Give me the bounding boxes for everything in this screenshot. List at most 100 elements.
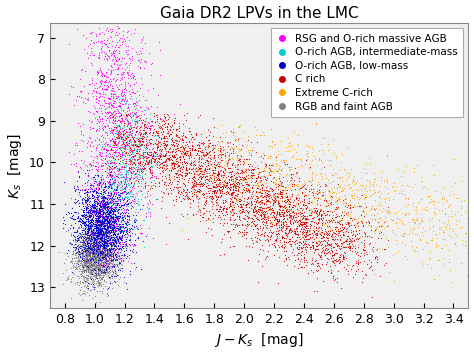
Point [123,152,130,158]
Point [301,238,309,244]
Point [208,206,216,212]
Point [77,224,85,230]
Point [107,92,115,97]
Point [86,274,93,279]
Point [96,202,103,208]
Point [81,237,89,243]
Point [245,204,253,210]
Point [358,269,366,274]
Point [78,251,86,257]
Point [186,153,193,159]
Point [108,245,115,251]
Point [109,180,117,186]
Point [154,118,161,124]
Point [210,184,218,190]
Point [83,246,91,252]
Point [338,217,346,223]
Point [191,182,199,188]
Point [246,190,253,195]
Point [180,151,188,157]
Point [86,206,93,211]
Point [318,193,325,199]
Point [100,240,108,245]
Point [133,148,141,154]
Point [100,239,108,245]
Point [156,116,164,121]
Point [228,162,236,168]
Point [302,206,310,211]
Point [220,182,228,188]
Point [99,245,106,251]
Point [92,260,100,265]
Point [272,193,279,198]
Point [81,190,89,196]
Point [349,193,356,199]
Point [264,153,272,158]
Point [108,248,116,254]
Point [110,267,118,272]
Point [86,245,93,250]
Point [408,238,415,244]
Point [325,248,332,254]
Point [203,180,211,186]
Point [103,248,110,254]
Point [228,199,236,205]
Point [168,137,176,143]
Point [299,248,306,254]
Point [344,244,352,250]
Point [87,135,94,140]
Point [316,217,323,223]
Point [149,141,157,147]
Point [100,241,108,247]
Point [83,264,91,270]
Point [80,240,88,246]
Point [328,219,336,225]
Point [179,139,187,144]
Point [132,128,140,134]
Point [94,249,102,255]
Point [210,146,217,152]
Point [198,191,205,197]
Point [86,184,94,190]
Point [438,207,446,212]
Point [181,147,188,153]
Point [275,218,283,224]
Point [107,157,114,163]
Point [97,220,105,226]
Point [345,219,352,224]
Point [144,154,152,160]
Point [95,225,103,230]
Point [87,218,94,223]
Point [248,166,255,171]
Point [372,205,380,211]
Point [324,255,331,261]
Point [424,193,431,198]
Point [229,150,237,155]
Point [137,115,144,121]
Point [261,168,269,174]
Point [126,60,134,66]
Point [314,219,322,225]
Point [152,149,159,155]
Point [132,126,140,131]
Point [104,246,111,252]
Point [104,237,111,243]
Point [108,234,115,240]
Point [69,258,76,264]
Point [106,257,114,263]
Point [418,179,425,184]
Point [90,263,98,268]
Point [217,173,225,178]
Point [287,226,294,232]
Point [89,252,96,258]
Point [322,245,330,251]
Point [99,228,107,234]
Point [133,200,140,206]
Point [130,175,137,181]
Point [99,246,107,251]
Point [292,200,300,206]
Point [93,224,100,230]
Point [442,236,449,242]
Point [288,175,295,181]
Point [97,163,105,169]
